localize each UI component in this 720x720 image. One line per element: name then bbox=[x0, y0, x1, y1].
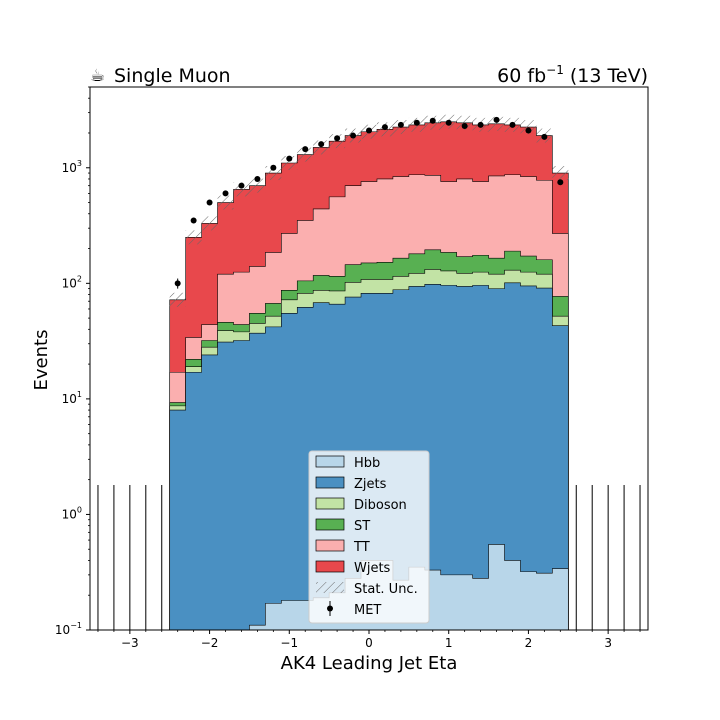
data-point bbox=[366, 127, 372, 134]
data-point bbox=[190, 217, 197, 224]
data-point bbox=[381, 124, 388, 131]
stat-unc-bin bbox=[233, 182, 250, 197]
legend-swatch-hbb bbox=[315, 455, 345, 468]
y-tick-label: 103 bbox=[62, 159, 82, 175]
stat-unc-bin bbox=[297, 147, 314, 162]
data-point bbox=[174, 280, 181, 287]
data-point bbox=[461, 122, 468, 129]
data-point bbox=[429, 117, 436, 124]
legend-swatch-st bbox=[315, 518, 345, 531]
data-point bbox=[206, 199, 213, 206]
stat-unc-bin bbox=[520, 120, 537, 135]
met-data-points bbox=[97, 116, 641, 630]
data-point bbox=[286, 155, 293, 162]
legend-label-met: MET bbox=[354, 603, 381, 618]
x-tick-label: 2 bbox=[525, 636, 533, 650]
x-tick-label: 3 bbox=[604, 636, 612, 650]
data-point bbox=[525, 127, 532, 134]
stat-unc-bin bbox=[552, 166, 569, 181]
stat-unc-bin bbox=[456, 115, 473, 130]
data-point bbox=[238, 182, 245, 189]
data-point bbox=[413, 119, 420, 126]
data-point bbox=[350, 132, 357, 139]
stat-unc-bin bbox=[169, 292, 186, 307]
data-point bbox=[222, 190, 229, 197]
legend-label-zjets: Zjets bbox=[354, 477, 387, 492]
stat-unc-bin bbox=[185, 230, 202, 245]
x-axis-label: AK4 Leading Jet Eta bbox=[281, 653, 458, 674]
legend-label-hbb: Hbb bbox=[354, 456, 380, 471]
legend-label-wjets: Wjets bbox=[354, 561, 391, 576]
legend-label-st: ST bbox=[354, 519, 370, 534]
y-tick-label: 102 bbox=[62, 274, 82, 290]
legend-label-tt: TT bbox=[353, 540, 370, 555]
legend-swatch-stat-unc bbox=[316, 582, 344, 593]
x-tick-label: 0 bbox=[365, 636, 373, 650]
legend-swatch-zjets bbox=[315, 476, 345, 489]
stat-unc-bin bbox=[249, 178, 266, 193]
legend-box bbox=[308, 450, 430, 624]
stat-unc-bin bbox=[217, 195, 234, 210]
y-tick-label: 100 bbox=[62, 505, 82, 521]
data-point bbox=[445, 119, 452, 126]
legend-items: Hbb Zjets Diboson ST TT Wjets Stat. Unc. MET bbox=[315, 455, 418, 618]
legend-label-diboson: Diboson bbox=[354, 498, 407, 513]
data-point bbox=[509, 121, 516, 128]
legend-label-stat-unc: Stat. Unc. bbox=[354, 582, 418, 597]
stat-unc-bin bbox=[201, 216, 218, 231]
stat-unc-bin bbox=[313, 140, 330, 155]
legend: Hbb Zjets Diboson ST TT Wjets Stat. Unc. MET bbox=[308, 450, 430, 624]
stat-unc-bin bbox=[488, 116, 505, 131]
x-tick-label: −2 bbox=[201, 636, 219, 650]
coffee-cup-icon: ☕ bbox=[90, 66, 105, 86]
y-axis-label: Events bbox=[31, 330, 52, 391]
x-tick-label: 1 bbox=[445, 636, 453, 650]
stat-unc-bin bbox=[265, 166, 282, 181]
header-right-title: 60 fb−1 (13 TeV) bbox=[497, 63, 648, 87]
data-point bbox=[541, 133, 548, 140]
y-tick-label: 10−1 bbox=[55, 621, 82, 637]
x-tick-label: −1 bbox=[280, 636, 298, 650]
y-axis-ticks: 10−1 100 101 102 103 bbox=[55, 86, 90, 637]
data-point bbox=[334, 135, 341, 142]
data-point bbox=[493, 116, 500, 123]
data-point bbox=[477, 121, 484, 128]
data-point bbox=[557, 179, 564, 186]
data-point bbox=[302, 146, 309, 153]
legend-swatch-wjets bbox=[315, 560, 345, 573]
data-point bbox=[397, 121, 404, 128]
data-point bbox=[254, 175, 261, 182]
data-point bbox=[270, 164, 277, 171]
x-axis-ticks: −3 −2 −1 0 1 2 3 bbox=[97, 630, 641, 650]
stat-unc-bin bbox=[281, 155, 298, 170]
header-left-title: Single Muon bbox=[114, 65, 231, 87]
y-tick-label: 101 bbox=[62, 390, 82, 406]
x-tick-label: −3 bbox=[121, 636, 139, 650]
legend-swatch-tt bbox=[315, 539, 345, 552]
legend-marker-met bbox=[327, 605, 333, 612]
data-point bbox=[318, 141, 325, 148]
legend-swatch-diboson bbox=[315, 497, 345, 510]
